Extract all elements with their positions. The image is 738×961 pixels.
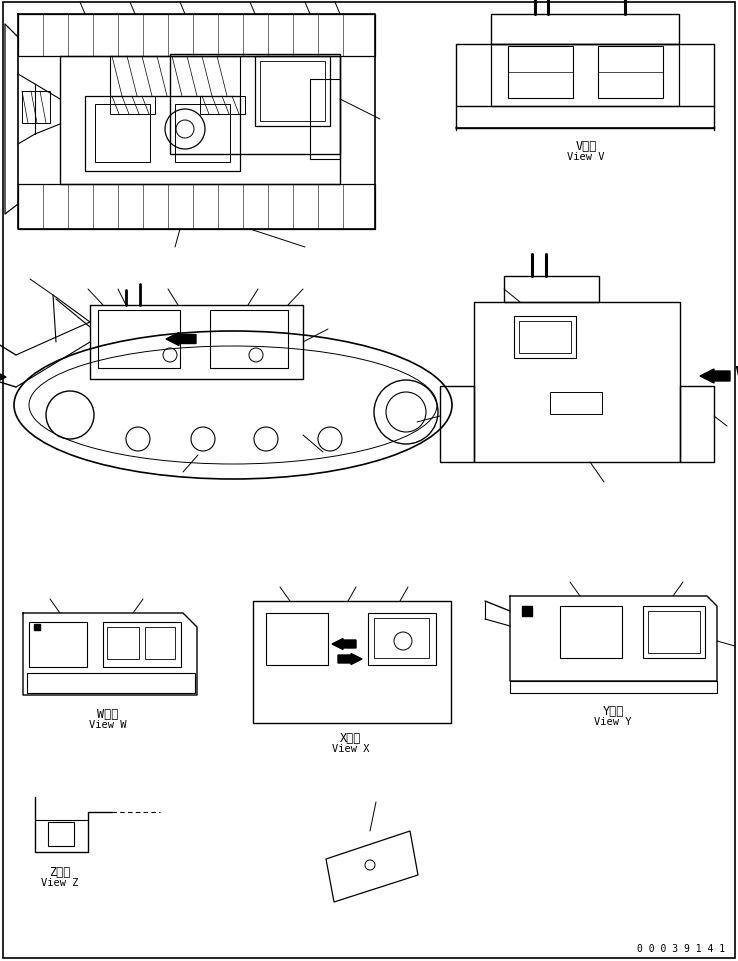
FancyArrow shape [332, 639, 356, 650]
FancyArrow shape [0, 371, 6, 384]
Bar [110, 57, 240, 97]
Bar [456, 107, 714, 129]
Text: X　視: X 視 [340, 731, 362, 744]
Bar [310, 80, 340, 160]
Text: View Z: View Z [41, 877, 79, 887]
Bar [110, 97, 155, 115]
Bar [85, 97, 240, 172]
Text: View V: View V [568, 152, 604, 161]
Text: View Y: View Y [594, 716, 632, 727]
Bar [29, 623, 87, 667]
Bar [27, 674, 195, 693]
Bar [440, 386, 474, 462]
Text: W: W [734, 364, 738, 388]
FancyArrow shape [166, 333, 196, 346]
Bar [560, 606, 622, 658]
Text: W　視: W 視 [97, 707, 119, 720]
Bar [510, 681, 717, 693]
Bar [253, 602, 451, 724]
Text: V　視: V 視 [576, 140, 597, 153]
Bar [368, 613, 436, 665]
Bar [95, 105, 150, 162]
FancyArrow shape [338, 653, 362, 665]
Bar [260, 62, 325, 122]
Bar [18, 15, 375, 57]
Bar [107, 628, 139, 659]
Bar [643, 606, 705, 658]
Bar [18, 185, 375, 230]
FancyArrow shape [700, 370, 730, 383]
Bar [22, 92, 50, 124]
Bar [374, 618, 429, 658]
Bar [170, 55, 340, 155]
Bar [491, 15, 679, 45]
Bar [200, 97, 245, 115]
Text: 0 0 0 3 9 1 4 1: 0 0 0 3 9 1 4 1 [637, 943, 725, 953]
Bar [266, 613, 328, 665]
Bar [98, 310, 180, 369]
Bar [255, 57, 330, 127]
Text: View W: View W [89, 719, 127, 729]
Text: Z　視: Z 視 [49, 865, 71, 878]
Bar [145, 628, 175, 659]
Bar [514, 317, 576, 358]
Bar [175, 105, 230, 162]
Bar [648, 611, 700, 653]
Bar [680, 386, 714, 462]
Bar [598, 47, 663, 99]
Text: Y　視: Y 視 [602, 704, 624, 717]
Bar [504, 277, 599, 303]
Bar [508, 47, 573, 99]
Text: View X: View X [332, 743, 370, 753]
Bar [519, 322, 571, 354]
Bar [48, 823, 74, 846]
Bar [210, 310, 288, 369]
Bar [103, 623, 181, 667]
Bar [550, 393, 602, 414]
